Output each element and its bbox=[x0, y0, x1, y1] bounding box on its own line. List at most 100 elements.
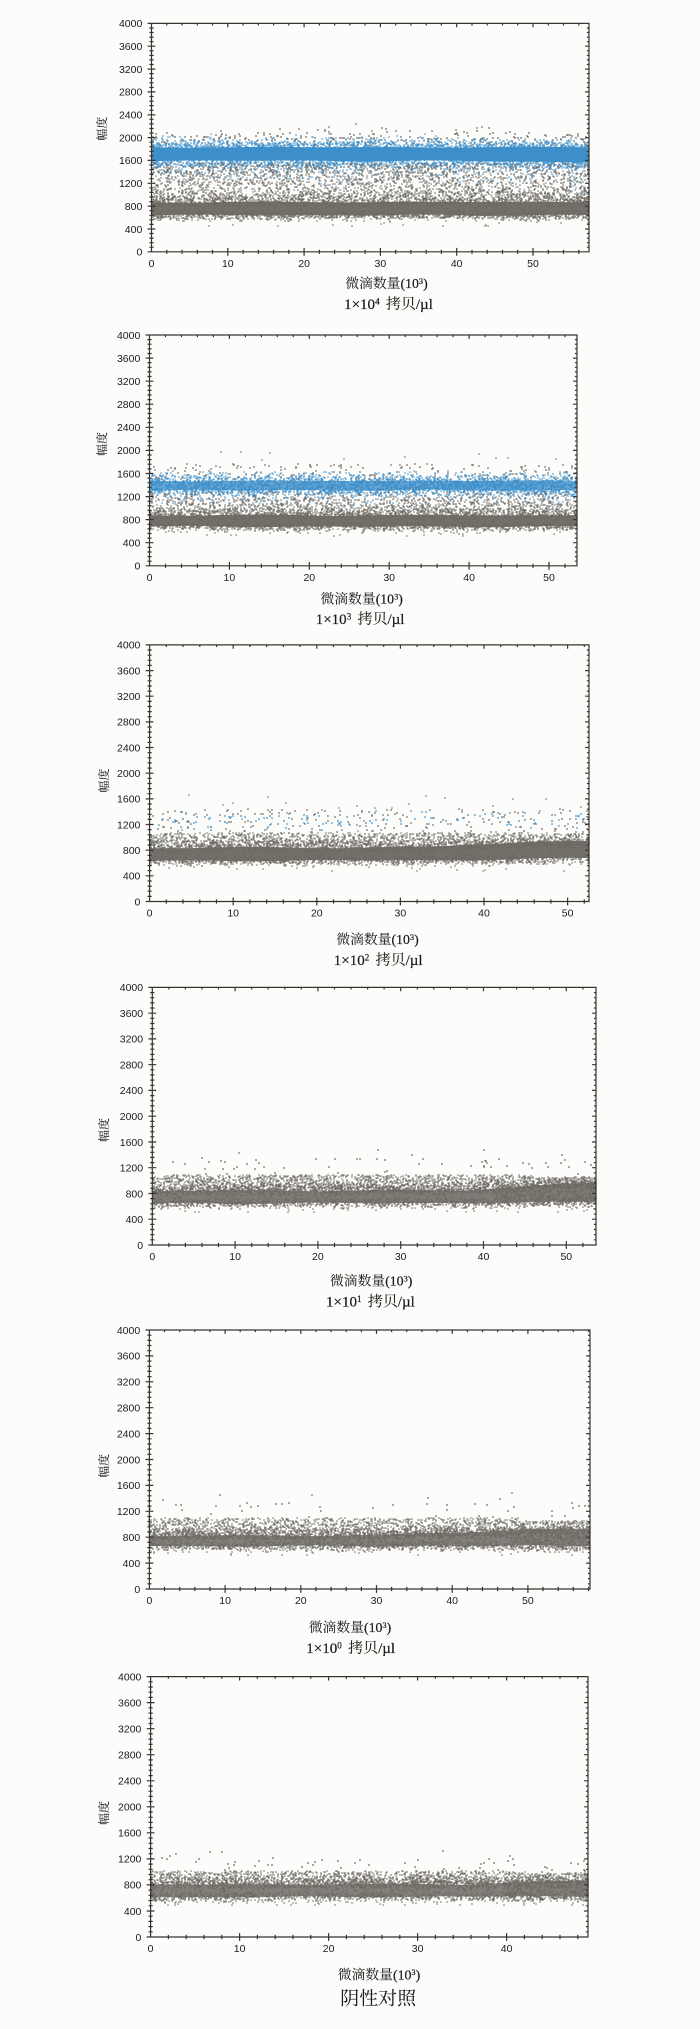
svg-text:4000: 4000 bbox=[118, 1671, 142, 1683]
svg-text:4000: 4000 bbox=[120, 982, 144, 994]
svg-text:2800: 2800 bbox=[117, 399, 141, 411]
svg-text:400: 400 bbox=[126, 1214, 144, 1226]
svg-text:3: 3 bbox=[394, 592, 398, 601]
svg-text:30: 30 bbox=[412, 1943, 424, 1955]
svg-text:3200: 3200 bbox=[120, 1034, 144, 1046]
svg-text:30: 30 bbox=[371, 1595, 383, 1607]
svg-text:800: 800 bbox=[123, 845, 141, 857]
svg-text:1×10: 1×10 bbox=[334, 953, 365, 969]
svg-text:3: 3 bbox=[382, 1621, 386, 1630]
svg-text:800: 800 bbox=[125, 201, 143, 213]
svg-text:): ) bbox=[414, 932, 419, 948]
svg-text:(10: (10 bbox=[393, 1967, 411, 1983]
svg-text:0: 0 bbox=[147, 572, 153, 584]
svg-text:2000: 2000 bbox=[119, 132, 143, 144]
svg-text:400: 400 bbox=[124, 1906, 142, 1918]
svg-text:3200: 3200 bbox=[117, 376, 141, 388]
svg-text:400: 400 bbox=[125, 224, 143, 236]
svg-text:(10: (10 bbox=[376, 592, 394, 608]
svg-text:4000: 4000 bbox=[119, 18, 143, 30]
svg-text:4000: 4000 bbox=[117, 640, 141, 652]
svg-text:1×10: 1×10 bbox=[326, 1294, 357, 1310]
svg-text:2000: 2000 bbox=[117, 1454, 141, 1466]
svg-text:30: 30 bbox=[395, 1251, 407, 1263]
svg-text:40: 40 bbox=[451, 258, 463, 270]
svg-text:): ) bbox=[408, 1274, 413, 1290]
svg-text:3: 3 bbox=[404, 1274, 408, 1283]
svg-text:1200: 1200 bbox=[117, 491, 141, 503]
svg-text:3600: 3600 bbox=[117, 353, 141, 365]
svg-text:1200: 1200 bbox=[118, 1854, 142, 1866]
svg-text:800: 800 bbox=[123, 1532, 141, 1544]
svg-text:3: 3 bbox=[411, 1968, 415, 1977]
svg-text:4: 4 bbox=[375, 296, 380, 306]
svg-text:10: 10 bbox=[234, 1943, 246, 1955]
svg-text:40: 40 bbox=[478, 908, 490, 920]
svg-text:10: 10 bbox=[229, 1251, 241, 1263]
svg-text:(10: (10 bbox=[401, 276, 419, 292]
svg-text:20: 20 bbox=[298, 258, 310, 270]
svg-text:1600: 1600 bbox=[118, 1828, 142, 1840]
svg-text:0: 0 bbox=[148, 1943, 154, 1955]
svg-text:2000: 2000 bbox=[117, 445, 141, 457]
svg-text:1200: 1200 bbox=[117, 819, 141, 831]
svg-text:1: 1 bbox=[357, 1294, 362, 1304]
svg-text:20: 20 bbox=[323, 1943, 335, 1955]
svg-text:3600: 3600 bbox=[118, 1697, 142, 1709]
svg-text:): ) bbox=[416, 1967, 421, 1983]
svg-text:2400: 2400 bbox=[119, 110, 143, 122]
svg-text:3600: 3600 bbox=[120, 1008, 144, 1020]
svg-text:1×10: 1×10 bbox=[316, 612, 347, 628]
svg-text:3200: 3200 bbox=[117, 691, 141, 703]
svg-text:0: 0 bbox=[149, 1251, 155, 1263]
svg-text:2000: 2000 bbox=[117, 768, 141, 780]
svg-text:0: 0 bbox=[136, 247, 142, 259]
svg-text:3200: 3200 bbox=[119, 64, 143, 76]
svg-text:3600: 3600 bbox=[117, 1351, 141, 1363]
svg-text:20: 20 bbox=[311, 908, 323, 920]
svg-text:2800: 2800 bbox=[120, 1060, 144, 1072]
svg-text:3: 3 bbox=[419, 277, 423, 286]
svg-text:2400: 2400 bbox=[117, 1428, 141, 1440]
svg-text:20: 20 bbox=[295, 1595, 307, 1607]
svg-text:): ) bbox=[387, 1620, 392, 1636]
svg-text:1600: 1600 bbox=[117, 468, 141, 480]
svg-text:3600: 3600 bbox=[119, 41, 143, 53]
svg-text:0: 0 bbox=[137, 1240, 143, 1252]
svg-text:2800: 2800 bbox=[117, 1403, 141, 1415]
svg-text:4000: 4000 bbox=[117, 1325, 141, 1337]
svg-text:3200: 3200 bbox=[118, 1724, 142, 1736]
svg-text:2400: 2400 bbox=[117, 422, 141, 434]
svg-text:0: 0 bbox=[149, 258, 155, 270]
svg-text:2000: 2000 bbox=[120, 1111, 144, 1123]
svg-text:0: 0 bbox=[135, 896, 141, 908]
svg-text:/µl: /µl bbox=[398, 1294, 415, 1310]
svg-text:50: 50 bbox=[543, 572, 555, 584]
svg-text:2400: 2400 bbox=[120, 1085, 144, 1097]
svg-text:): ) bbox=[398, 592, 403, 608]
svg-text:/µl: /µl bbox=[406, 953, 423, 969]
svg-text:3600: 3600 bbox=[117, 665, 141, 677]
svg-text:20: 20 bbox=[312, 1251, 324, 1263]
svg-text:2400: 2400 bbox=[117, 742, 141, 754]
svg-text:3: 3 bbox=[410, 933, 414, 942]
svg-text:50: 50 bbox=[527, 258, 539, 270]
svg-text:1600: 1600 bbox=[117, 1480, 141, 1492]
svg-text:30: 30 bbox=[375, 258, 387, 270]
svg-text:/µl: /µl bbox=[416, 297, 433, 313]
svg-text:1200: 1200 bbox=[120, 1163, 144, 1175]
svg-text:10: 10 bbox=[224, 572, 236, 584]
svg-text:): ) bbox=[423, 276, 428, 292]
svg-text:800: 800 bbox=[124, 1880, 142, 1892]
svg-text:400: 400 bbox=[123, 871, 141, 883]
svg-text:50: 50 bbox=[560, 1251, 572, 1263]
svg-text:40: 40 bbox=[463, 572, 475, 584]
svg-text:1600: 1600 bbox=[119, 155, 143, 167]
svg-text:0: 0 bbox=[134, 561, 140, 573]
svg-text:(10: (10 bbox=[385, 1274, 403, 1290]
svg-text:30: 30 bbox=[383, 572, 395, 584]
svg-text:40: 40 bbox=[501, 1943, 513, 1955]
svg-text:40: 40 bbox=[478, 1251, 490, 1263]
svg-text:1×10: 1×10 bbox=[306, 1641, 337, 1657]
svg-text:0: 0 bbox=[134, 1584, 140, 1596]
